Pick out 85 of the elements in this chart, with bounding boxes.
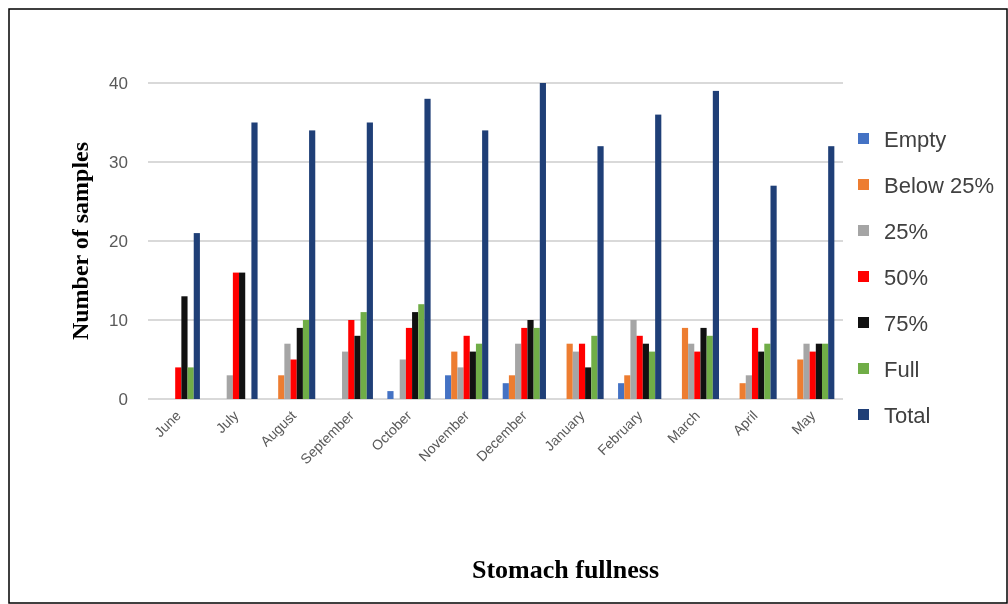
bar bbox=[712, 90, 719, 399]
x-axis-title: Stomach fullness bbox=[471, 555, 660, 584]
bar bbox=[527, 320, 534, 399]
bar bbox=[770, 185, 777, 399]
bar bbox=[745, 375, 752, 399]
bar bbox=[803, 343, 810, 399]
bar bbox=[758, 351, 765, 399]
bar bbox=[700, 327, 707, 399]
bar bbox=[764, 343, 771, 399]
y-axis-title: Number of samples bbox=[67, 141, 93, 341]
y-tick-label: 20 bbox=[109, 231, 128, 251]
legend-label: Total bbox=[884, 402, 931, 428]
bar bbox=[648, 351, 656, 399]
bar bbox=[354, 335, 361, 399]
bar bbox=[418, 304, 425, 399]
bar bbox=[533, 327, 540, 399]
y-tick-label: 30 bbox=[109, 152, 128, 172]
bar bbox=[457, 367, 464, 399]
bar bbox=[797, 359, 804, 399]
bar bbox=[828, 146, 835, 399]
bar bbox=[508, 375, 516, 399]
bar bbox=[387, 391, 394, 399]
bar bbox=[642, 343, 649, 399]
bar bbox=[193, 233, 200, 399]
bar bbox=[694, 351, 701, 399]
bar bbox=[566, 343, 573, 399]
bar bbox=[688, 343, 695, 399]
bar bbox=[821, 343, 829, 399]
bar bbox=[469, 351, 476, 399]
bar bbox=[681, 327, 689, 399]
bar bbox=[521, 327, 528, 399]
bar bbox=[809, 351, 816, 399]
y-tick-label: 10 bbox=[109, 310, 128, 330]
bar bbox=[572, 351, 579, 399]
bar bbox=[412, 312, 419, 399]
legend-label: Empty bbox=[884, 126, 947, 152]
bar bbox=[175, 367, 182, 399]
bar bbox=[739, 383, 746, 399]
y-tick-label: 40 bbox=[109, 73, 128, 93]
bar bbox=[475, 343, 483, 399]
bar bbox=[618, 383, 625, 399]
bar bbox=[232, 272, 240, 399]
bar bbox=[539, 83, 546, 399]
bar bbox=[405, 327, 413, 399]
bar bbox=[342, 351, 349, 399]
bar bbox=[309, 130, 316, 399]
bar bbox=[290, 359, 297, 399]
bar bbox=[424, 98, 431, 399]
bar bbox=[815, 343, 822, 399]
y-tick-label: 0 bbox=[118, 389, 128, 409]
bar bbox=[348, 320, 355, 399]
bar bbox=[226, 375, 233, 399]
bar bbox=[284, 343, 291, 399]
legend-label: Full bbox=[884, 356, 920, 382]
bar bbox=[445, 375, 452, 399]
legend-label: 50% bbox=[884, 264, 929, 290]
bar bbox=[630, 320, 637, 399]
bar bbox=[636, 335, 643, 399]
bar bbox=[655, 114, 662, 399]
bar bbox=[360, 312, 367, 399]
bar bbox=[366, 122, 373, 399]
bar bbox=[296, 327, 303, 399]
bar bbox=[399, 359, 406, 399]
bar bbox=[515, 343, 522, 399]
bar bbox=[751, 327, 759, 399]
bar bbox=[482, 130, 489, 399]
bar bbox=[624, 375, 631, 399]
legend-label: 25% bbox=[884, 218, 929, 244]
bar bbox=[251, 122, 258, 399]
legend-label: Below 25% bbox=[884, 172, 995, 198]
bar bbox=[187, 367, 194, 399]
legend-label: 75% bbox=[884, 310, 929, 336]
bar bbox=[463, 335, 470, 399]
bar bbox=[451, 351, 458, 399]
bar bbox=[591, 335, 598, 399]
bar bbox=[578, 343, 586, 399]
bar bbox=[239, 272, 246, 399]
bar bbox=[706, 335, 713, 399]
bar bbox=[585, 367, 592, 399]
bar bbox=[302, 320, 310, 399]
x-tick-label: July bbox=[212, 407, 242, 437]
bar bbox=[597, 146, 604, 399]
bar bbox=[278, 375, 285, 399]
bar bbox=[181, 296, 188, 399]
bar bbox=[502, 383, 509, 399]
